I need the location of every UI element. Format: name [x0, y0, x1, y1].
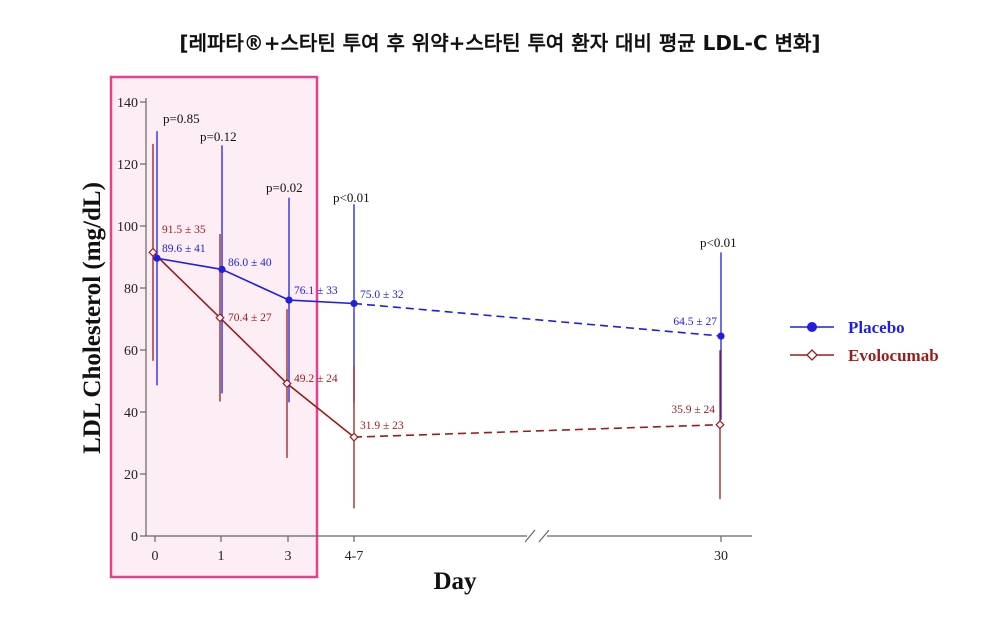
y-tick-label: 120 — [117, 158, 138, 173]
p-value-label: p=0.12 — [200, 129, 237, 144]
evolocumab-data-label: 91.5 ± 35 — [162, 224, 206, 236]
placebo-data-label: 64.5 ± 27 — [673, 316, 717, 328]
evolocumab-data-label: 70.4 ± 27 — [228, 312, 272, 324]
placebo-data-label: 76.1 ± 33 — [294, 285, 338, 297]
p-value-label: p<0.01 — [333, 190, 370, 205]
x-tick-label: 4-7 — [345, 549, 364, 564]
legend-evolocumab-marker — [806, 349, 818, 361]
legend-evolocumab-label: Evolocumab — [848, 346, 939, 365]
y-tick-label: 60 — [124, 344, 138, 359]
evolocumab-data-label: 35.9 ± 24 — [671, 404, 715, 416]
placebo-point — [285, 296, 293, 304]
x-tick-label: 3 — [285, 549, 292, 564]
y-tick-label: 0 — [131, 530, 138, 545]
placebo-point — [153, 254, 161, 262]
axis-break-mark — [538, 529, 550, 543]
placebo-line — [156, 257, 355, 305]
x-axis-label: Day — [433, 568, 477, 595]
placebo-data-label: 89.6 ± 41 — [162, 243, 206, 255]
placebo-data-label: 86.0 ± 40 — [228, 257, 272, 269]
chart-title: [레파타®+스타틴 투여 후 위약+스타틴 투여 환자 대비 평균 LDL-C … — [179, 31, 820, 55]
p-value-label: p=0.02 — [266, 180, 303, 195]
y-tick-label: 20 — [124, 468, 138, 483]
legend-placebo-label: Placebo — [848, 318, 905, 337]
evolocumab-line-dashed — [353, 423, 721, 438]
p-value-label: p=0.85 — [163, 111, 200, 126]
p-value-label: p<0.01 — [700, 235, 737, 250]
placebo-point — [218, 265, 226, 273]
y-tick-label: 140 — [117, 96, 138, 111]
placebo-line-dashed — [353, 302, 722, 337]
placebo-point — [717, 332, 725, 340]
highlight-box — [109, 75, 319, 579]
evolocumab-point — [349, 432, 359, 442]
y-tick-label: 40 — [124, 406, 138, 421]
evolocumab-point — [215, 313, 225, 323]
evolocumab-data-label: 31.9 ± 23 — [360, 420, 404, 432]
x-tick-label: 30 — [714, 549, 728, 564]
placebo-data-label: 75.0 ± 32 — [360, 289, 404, 301]
axis-break-mark — [524, 529, 536, 543]
evolocumab-data-label: 49.2 ± 24 — [294, 373, 338, 385]
y-tick-label: 100 — [117, 220, 138, 235]
evolocumab-point — [715, 420, 725, 430]
legend: Placebo Evolocumab — [790, 318, 939, 365]
legend-placebo-marker — [807, 322, 817, 332]
evolocumab-line — [152, 251, 355, 438]
evolocumab-point — [148, 247, 158, 257]
evolocumab-point — [282, 378, 292, 389]
y-axis-label: LDL Cholesterol (mg/dL) — [79, 182, 106, 454]
placebo-point — [350, 299, 358, 308]
x-tick-label: 0 — [152, 549, 159, 564]
y-tick-label: 80 — [124, 282, 138, 297]
x-tick-label: 1 — [218, 549, 225, 564]
